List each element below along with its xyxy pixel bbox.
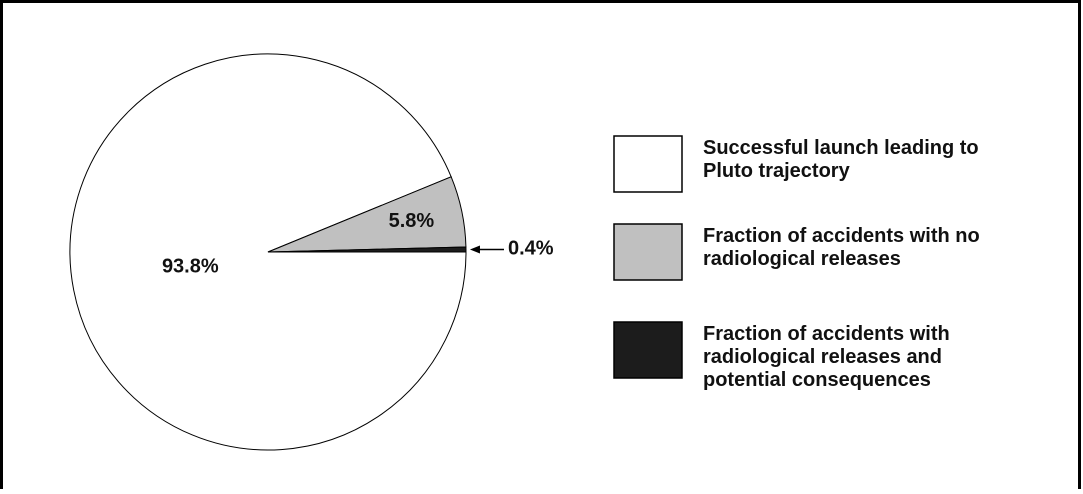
legend-swatch: [613, 321, 683, 379]
legend-label: Fraction of accidents with no radiologic…: [703, 225, 980, 270]
arrow-head: [469, 245, 480, 254]
data-label: 93.8%: [162, 256, 219, 278]
legend-swatch: [613, 223, 683, 281]
legend-label: Successful launch leading to Pluto traje…: [703, 137, 979, 182]
pie-slice: [267, 246, 467, 253]
legend-label: Fraction of accidents with radiological …: [703, 323, 950, 391]
legend-swatch: [613, 135, 683, 193]
data-label: 0.4%: [508, 238, 554, 260]
data-label: 5.8%: [389, 210, 435, 232]
